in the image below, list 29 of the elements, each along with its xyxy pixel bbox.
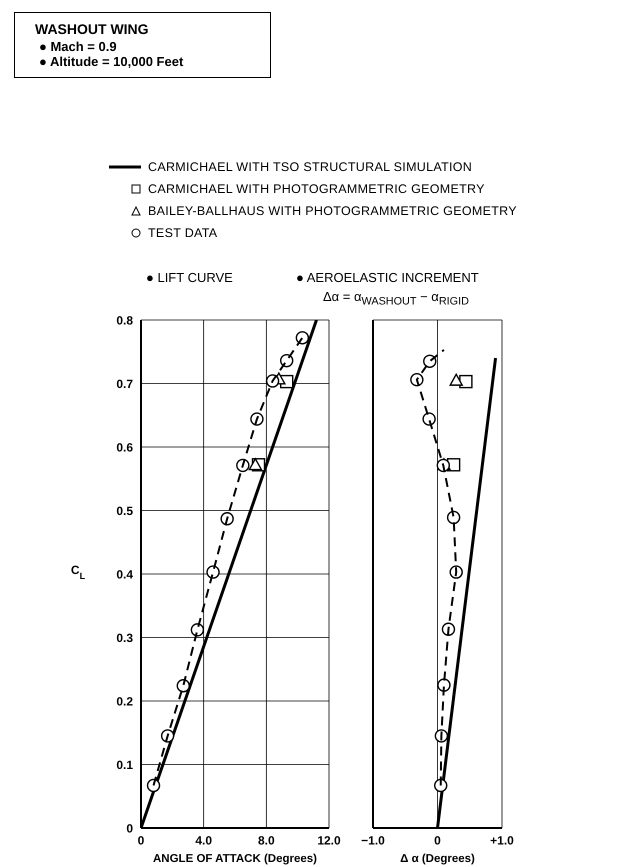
x-tick-label: 12.0 bbox=[317, 834, 341, 848]
chart-title: ● AEROELASTIC INCREMENT bbox=[295, 270, 479, 285]
y-tick-label: 0.6 bbox=[116, 440, 134, 454]
y-tick-label: 0 bbox=[126, 821, 134, 836]
y-tick-label: 0.1 bbox=[116, 758, 134, 772]
chart-title: ● LIFT CURVE bbox=[145, 270, 233, 285]
legend-label: BAILEY-BALLHAUS WITH PHOTOGRAMMETRIC GEOMETRY bbox=[148, 204, 517, 218]
legend-label: CARMICHAEL WITH TSO STRUCTURAL SIMULATION bbox=[148, 160, 472, 174]
x-tick-label: 0 bbox=[138, 834, 145, 848]
y-tick-label: 0.2 bbox=[116, 694, 134, 708]
x-tick-label: 8.0 bbox=[258, 834, 275, 848]
chart-subtitle: Δα = α$_{WASHOUT}$ − α$_{RIGID}$ bbox=[323, 289, 470, 308]
y-tick-label: 0.3 bbox=[116, 630, 134, 645]
text: ● Mach = 0.9 bbox=[39, 39, 118, 54]
y-tick-label: 0.5 bbox=[116, 504, 134, 518]
x-tick-label: 0 bbox=[434, 834, 442, 848]
y-tick-label: 0.7 bbox=[116, 376, 134, 391]
x-axis-title: ANGLE OF ATTACK (Degrees) bbox=[153, 853, 318, 865]
legend-label: TEST DATA bbox=[148, 226, 218, 240]
x-tick-label: +1.0 bbox=[490, 834, 514, 848]
x-axis-title: Δ α (Degrees) bbox=[400, 853, 476, 865]
text: ● Altitude = 10,000 Feet bbox=[39, 54, 184, 69]
text: WASHOUT WING bbox=[35, 21, 150, 37]
legend-label: CARMICHAEL WITH PHOTOGRAMMETRIC GEOMETRY bbox=[148, 182, 485, 196]
x-tick-label: 4.0 bbox=[195, 834, 212, 848]
y-tick-label: 0.4 bbox=[116, 567, 134, 582]
y-tick-label: 0.8 bbox=[116, 313, 134, 328]
x-tick-label: −1.0 bbox=[361, 834, 386, 848]
y-axis-title: C$_{L}$ bbox=[70, 563, 86, 581]
